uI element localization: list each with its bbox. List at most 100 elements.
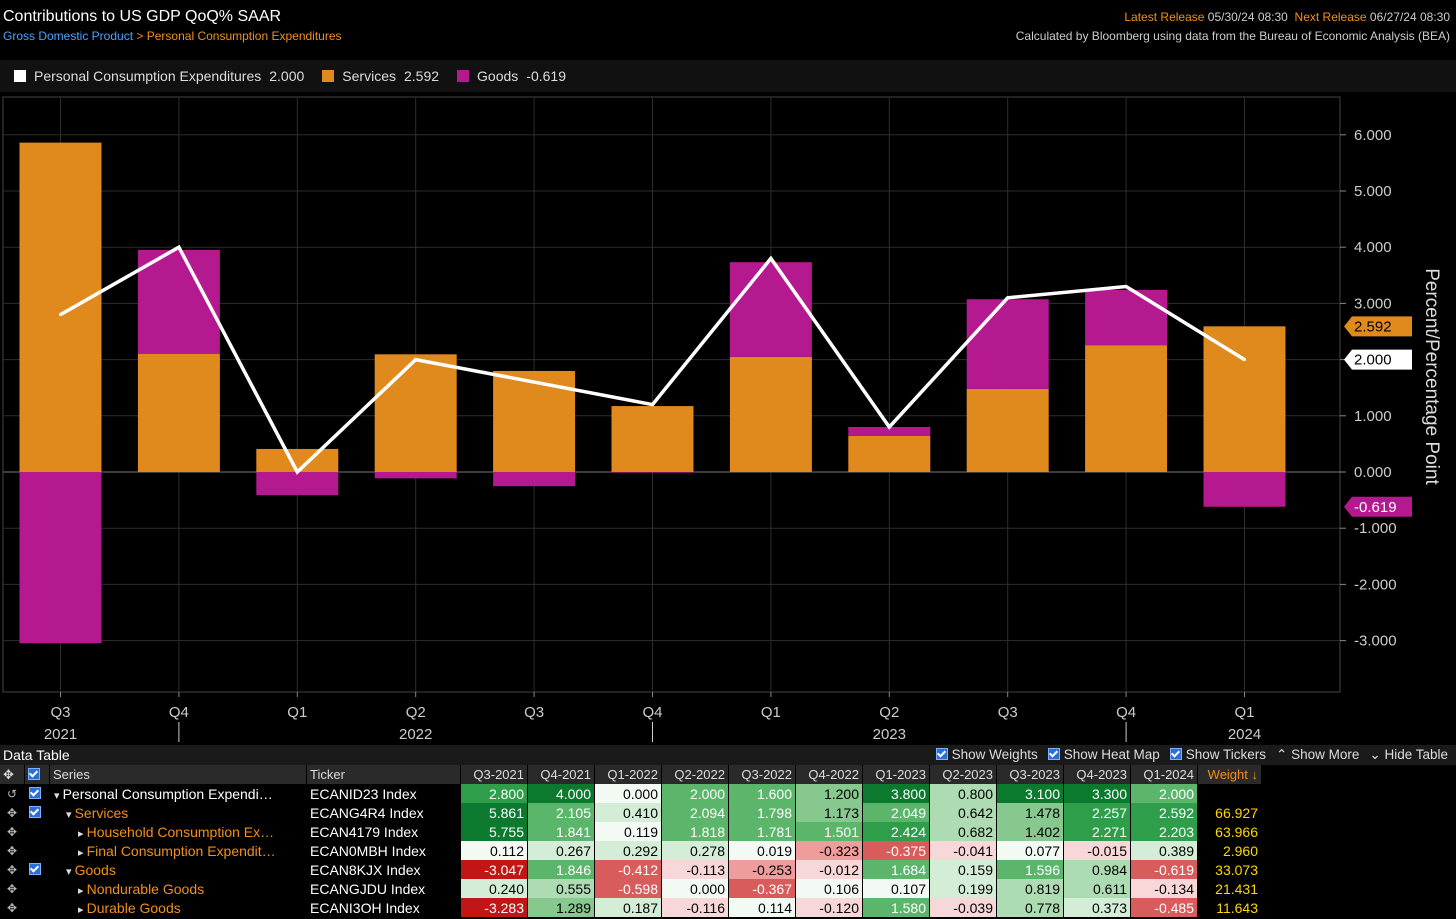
services-bar — [729, 356, 812, 472]
ticker-cell[interactable]: ECAN4179 Index — [306, 822, 461, 841]
row-checkbox[interactable] — [24, 803, 50, 822]
series-cell[interactable]: ▾ Services — [49, 803, 307, 822]
checkbox-icon[interactable] — [1169, 748, 1182, 760]
show-heat-map-label: Show Heat Map — [1063, 747, 1160, 762]
value-cell: 0.389 — [1130, 841, 1198, 860]
value-cell: -3.047 — [460, 860, 528, 879]
checkbox-icon[interactable] — [29, 786, 41, 799]
column-header-period[interactable]: Q1-2023 — [862, 765, 930, 784]
series-cell[interactable]: ▸ Nondurable Goods — [49, 879, 307, 898]
series-cell[interactable]: ▾ Personal Consumption Expendi… — [49, 784, 307, 803]
ticker-cell[interactable]: ECAN0MBH Index — [306, 841, 461, 860]
checkbox-icon[interactable] — [28, 768, 40, 780]
table-row[interactable]: ✥ ▾ Services ECANG4R4 Index 5.861 2.105 0.410… — [0, 803, 1262, 822]
column-header-series[interactable]: Series — [49, 765, 307, 784]
column-header-period[interactable]: Q3-2022 — [728, 765, 796, 784]
legend-item[interactable]: Services 2.592 — [322, 68, 439, 84]
move-icon[interactable]: ✥ — [0, 841, 25, 860]
expand-right-icon[interactable]: ▸ — [78, 884, 87, 897]
row-checkbox[interactable] — [24, 822, 50, 841]
legend-item[interactable]: Personal Consumption Expenditures 2.000 — [14, 68, 304, 84]
column-header-period[interactable]: Q3-2021 — [460, 765, 528, 784]
expand-down-icon[interactable]: ▾ — [54, 789, 63, 802]
series-cell[interactable]: ▸ Household Consumption Ex… — [49, 822, 307, 841]
ticker-cell[interactable]: ECANG4R4 Index — [306, 803, 461, 822]
breadcrumb-current[interactable]: Personal Consumption Expenditures — [146, 29, 342, 43]
show-more-label: Show More — [1291, 747, 1360, 762]
show-heat-map-toggle[interactable]: Show Heat Map — [1047, 747, 1160, 763]
ticker-cell[interactable]: ECAN8KJX Index — [306, 860, 461, 879]
column-header-period[interactable]: Q2-2023 — [929, 765, 997, 784]
value-cell: 3.800 — [862, 784, 930, 803]
move-icon[interactable]: ✥ — [0, 822, 25, 841]
ticker-cell[interactable]: ECANID23 Index — [306, 784, 461, 803]
value-cell: 0.119 — [594, 822, 662, 841]
value-cell: -0.323 — [795, 841, 863, 860]
table-row[interactable]: ✥ ▸ Durable Goods ECANI3OH Index -3.283 1.28… — [0, 898, 1262, 917]
series-cell[interactable]: ▸ Final Consumption Expendit… — [49, 841, 307, 860]
move-all-icon[interactable]: ✥ — [0, 765, 25, 784]
column-header-period[interactable]: Q4-2022 — [795, 765, 863, 784]
table-row[interactable]: ✥ ▾ Goods ECAN8KJX Index -3.047 1.846 -0.412-… — [0, 860, 1262, 879]
expand-right-icon[interactable]: ▸ — [78, 846, 87, 859]
ticker-cell[interactable]: ECANI3OH Index — [306, 898, 461, 917]
show-more-button[interactable]: ⌃ Show More — [1276, 747, 1359, 763]
column-header-period[interactable]: Q4-2023 — [1063, 765, 1131, 784]
show-tickers-toggle[interactable]: Show Tickers — [1169, 747, 1266, 763]
checkbox-icon[interactable] — [29, 805, 41, 818]
series-name: Personal Consumption Expendi… — [62, 785, 273, 802]
expand-down-icon[interactable]: ▾ — [66, 808, 75, 821]
x-tick-label: Q2 — [879, 704, 899, 721]
expand-right-icon[interactable]: ▸ — [78, 903, 87, 916]
column-header-period[interactable]: Q1-2024 — [1130, 765, 1198, 784]
chart-area: 6.000 5.000 4.000 3.000 2.000 1.000 0.000 -1.00… — [2, 96, 1442, 743]
value-cell: 0.373 — [1063, 898, 1131, 917]
services-bar — [137, 353, 220, 472]
row-checkbox[interactable] — [24, 879, 50, 898]
move-icon[interactable]: ✥ — [0, 898, 25, 917]
ticker-cell[interactable]: ECANGJDU Index — [306, 879, 461, 898]
value-cell: 0.187 — [594, 898, 662, 917]
reset-icon[interactable]: ↺ — [0, 784, 25, 803]
move-icon[interactable]: ✥ — [0, 879, 25, 898]
table-row[interactable]: ↺ ▾ Personal Consumption Expendi… ECANID23… — [0, 784, 1262, 803]
x-tick-label: Q1 — [1234, 704, 1254, 721]
move-icon[interactable]: ✥ — [0, 860, 25, 879]
table-row[interactable]: ✥ ▸ Final Consumption Expendit… ECAN0MBH I… — [0, 841, 1262, 860]
series-cell[interactable]: ▾ Goods — [49, 860, 307, 879]
last-value-tag-text: -0.619 — [1354, 499, 1397, 516]
column-header-period[interactable]: Q1-2022 — [594, 765, 662, 784]
series-cell[interactable]: ▸ Durable Goods — [49, 898, 307, 917]
table-row[interactable]: ✥ ▸ Nondurable Goods ECANGJDU Index 0.240 0.… — [0, 879, 1262, 898]
table-row[interactable]: ✥ ▸ Household Consumption Ex… ECAN4179 Ind… — [0, 822, 1262, 841]
row-checkbox[interactable] — [24, 860, 50, 879]
y-tick-label: 1.000 — [1354, 408, 1392, 425]
column-header-weight[interactable]: Weight ↓ — [1197, 765, 1262, 784]
value-cell: 2.424 — [862, 822, 930, 841]
column-header-ticker[interactable]: Ticker — [306, 765, 461, 784]
breadcrumb-root[interactable]: Gross Domestic Product — [3, 29, 134, 43]
column-header-period[interactable]: Q4-2021 — [527, 765, 595, 784]
row-checkbox[interactable] — [24, 898, 50, 917]
row-checkbox[interactable] — [24, 784, 50, 803]
checkbox-icon[interactable] — [29, 862, 41, 875]
legend-item[interactable]: Goods -0.619 — [457, 68, 566, 84]
column-header-period[interactable]: Q3-2023 — [996, 765, 1064, 784]
checkbox-icon[interactable] — [1047, 748, 1060, 760]
checkbox-icon[interactable] — [935, 748, 948, 760]
value-cell: 1.200 — [795, 784, 863, 803]
hide-table-button[interactable]: ⌄ Hide Table — [1369, 747, 1448, 763]
expand-right-icon[interactable]: ▸ — [78, 827, 87, 840]
select-all-checkbox[interactable] — [24, 765, 50, 784]
pce-line-point — [414, 358, 418, 362]
row-checkbox[interactable] — [24, 841, 50, 860]
column-header-period[interactable]: Q2-2022 — [661, 765, 729, 784]
show-weights-toggle[interactable]: Show Weights — [935, 747, 1038, 763]
value-cell: 0.682 — [929, 822, 997, 841]
legend-swatch — [322, 70, 335, 82]
chart-title: Contributions to US GDP QoQ% SAAR — [3, 8, 282, 25]
move-icon[interactable]: ✥ — [0, 803, 25, 822]
last-value-tag: 2.000 — [1344, 349, 1412, 370]
value-cell: 0.199 — [929, 879, 997, 898]
expand-down-icon[interactable]: ▾ — [66, 865, 75, 878]
